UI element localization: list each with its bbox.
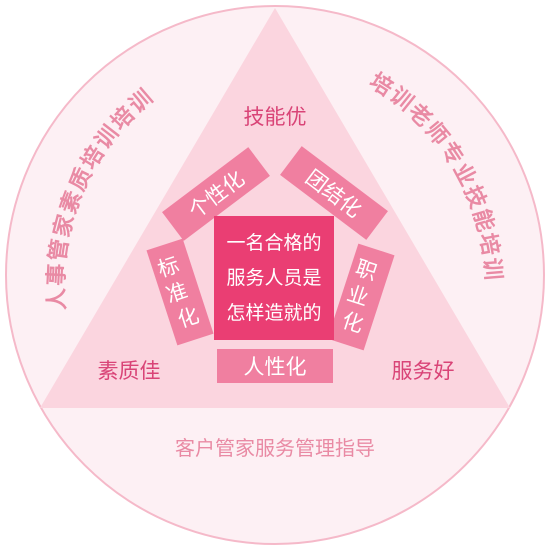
block-bottom: 人性化 — [217, 349, 333, 383]
corner-label-top: 技能优 — [244, 105, 307, 129]
center-line-3: 怎样造就的 — [226, 302, 321, 324]
block-left: 标 准 化 — [146, 238, 214, 346]
center-block: 一名合格的 服务人员是 怎样造就的 — [214, 216, 334, 340]
block-top-right: 团结化 — [280, 146, 388, 240]
center-line-2: 服务人员是 — [226, 267, 321, 289]
arc-text-bottom: 客户管家服务管理指导 — [175, 436, 375, 460]
corner-label-bottom-left: 素质佳 — [98, 359, 161, 383]
center-line-1: 一名合格的 — [226, 232, 321, 254]
main-triangle — [40, 8, 510, 408]
block-bottom-label: 人性化 — [244, 355, 307, 379]
corner-label-bottom-right: 服务好 — [392, 359, 455, 383]
block-right: 职 业 化 — [327, 243, 395, 351]
